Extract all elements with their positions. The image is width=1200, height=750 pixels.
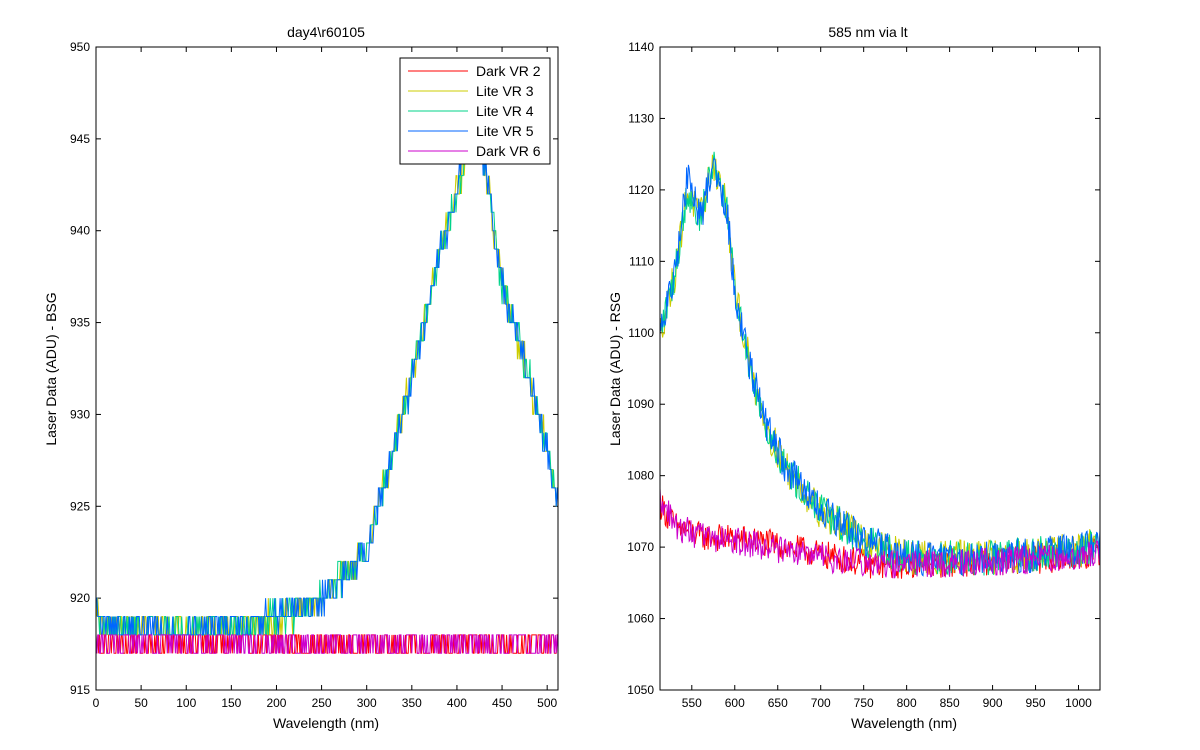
y-tick-label: 1080 (627, 469, 654, 483)
y-tick-label: 1130 (628, 111, 654, 125)
chart-title: 585 nm via lt (828, 24, 907, 40)
tick-group: 550 600 650 700 750 800 850 900 950 1000 1050 1060 1… (627, 40, 1100, 710)
y-tick-label: 1110 (629, 254, 654, 268)
series-line-dark-vr-6 (660, 488, 1100, 579)
x-tick-label: 500 (537, 696, 557, 710)
series-line-lite-vr-3 (96, 120, 558, 636)
plot-frame (659, 46, 1101, 691)
plot-frame (95, 46, 559, 691)
x-tick-label: 50 (134, 696, 148, 710)
x-tick-label: 300 (357, 696, 377, 710)
x-tick-label: 100 (176, 696, 196, 710)
x-tick-label: 850 (940, 696, 960, 710)
y-tick-label: 1060 (627, 612, 654, 626)
x-tick-label: 750 (854, 696, 874, 710)
legend-entry: Lite VR 5 (476, 123, 534, 139)
y-tick-label: 930 (70, 407, 90, 421)
x-tick-label: 400 (447, 696, 467, 710)
x-tick-label: 800 (897, 696, 917, 710)
x-tick-label: 900 (983, 696, 1003, 710)
legend-entry: Dark VR 2 (476, 63, 541, 79)
x-tick-label: 0 (93, 696, 100, 710)
x-axis-label: Wavelength (nm) (273, 715, 379, 731)
y-axis-label: Laser Data (ADU) - RSG (607, 292, 623, 446)
x-tick-label: 150 (221, 696, 241, 710)
y-tick-label: 1120 (628, 183, 654, 197)
legend: Dark VR 2 Lite VR 3 Lite VR 4 Lite VR 5 Dark… (399, 57, 551, 165)
y-tick-label: 935 (70, 316, 90, 330)
x-tick-label: 200 (266, 696, 286, 710)
series-line-dark-vr-6 (96, 634, 558, 654)
legend-entry: Dark VR 6 (476, 143, 541, 159)
y-tick-label: 1090 (627, 397, 654, 411)
chart-title: day4\r60105 (287, 24, 365, 40)
series-line-dark-vr-2 (96, 634, 558, 654)
x-tick-label: 650 (768, 696, 788, 710)
y-tick-label: 1140 (628, 40, 654, 54)
x-tick-label: 450 (492, 696, 512, 710)
series-line-lite-vr-4 (96, 120, 558, 636)
y-tick-label: 1070 (627, 540, 654, 554)
x-tick-label: 600 (725, 696, 745, 710)
x-tick-label: 700 (811, 696, 831, 710)
x-tick-label: 950 (1026, 696, 1046, 710)
series-line-lite-vr-5 (96, 83, 558, 636)
x-tick-label: 550 (682, 696, 702, 710)
legend-entry: Lite VR 4 (476, 103, 534, 119)
y-tick-label: 915 (70, 683, 90, 697)
series-line-lite-vr-5 (660, 157, 1100, 577)
y-tick-label: 920 (70, 591, 90, 605)
chart-right: 585 nm via lt Wavelength (nm) Laser Data… (607, 24, 1101, 731)
y-axis-label: Laser Data (ADU) - BSG (43, 292, 59, 445)
y-tick-label: 945 (70, 132, 90, 146)
x-tick-label: 250 (312, 696, 332, 710)
series-group (660, 151, 1100, 579)
tick-group: 0 50 100 150 200 250 300 350 400 450 500 915 920 925 9… (70, 40, 558, 710)
y-tick-label: 925 (70, 499, 90, 513)
x-axis-label: Wavelength (nm) (851, 715, 957, 731)
y-tick-label: 1050 (627, 683, 654, 697)
y-tick-label: 1100 (628, 326, 654, 340)
x-tick-label: 1000 (1065, 696, 1092, 710)
x-tick-label: 350 (402, 696, 422, 710)
series-group (96, 83, 558, 654)
legend-entry: Lite VR 3 (476, 83, 534, 99)
chart-left: day4\r60105 Wavelength (nm) Laser Data (… (43, 24, 559, 731)
y-tick-label: 950 (70, 40, 90, 54)
y-tick-label: 940 (70, 224, 90, 238)
